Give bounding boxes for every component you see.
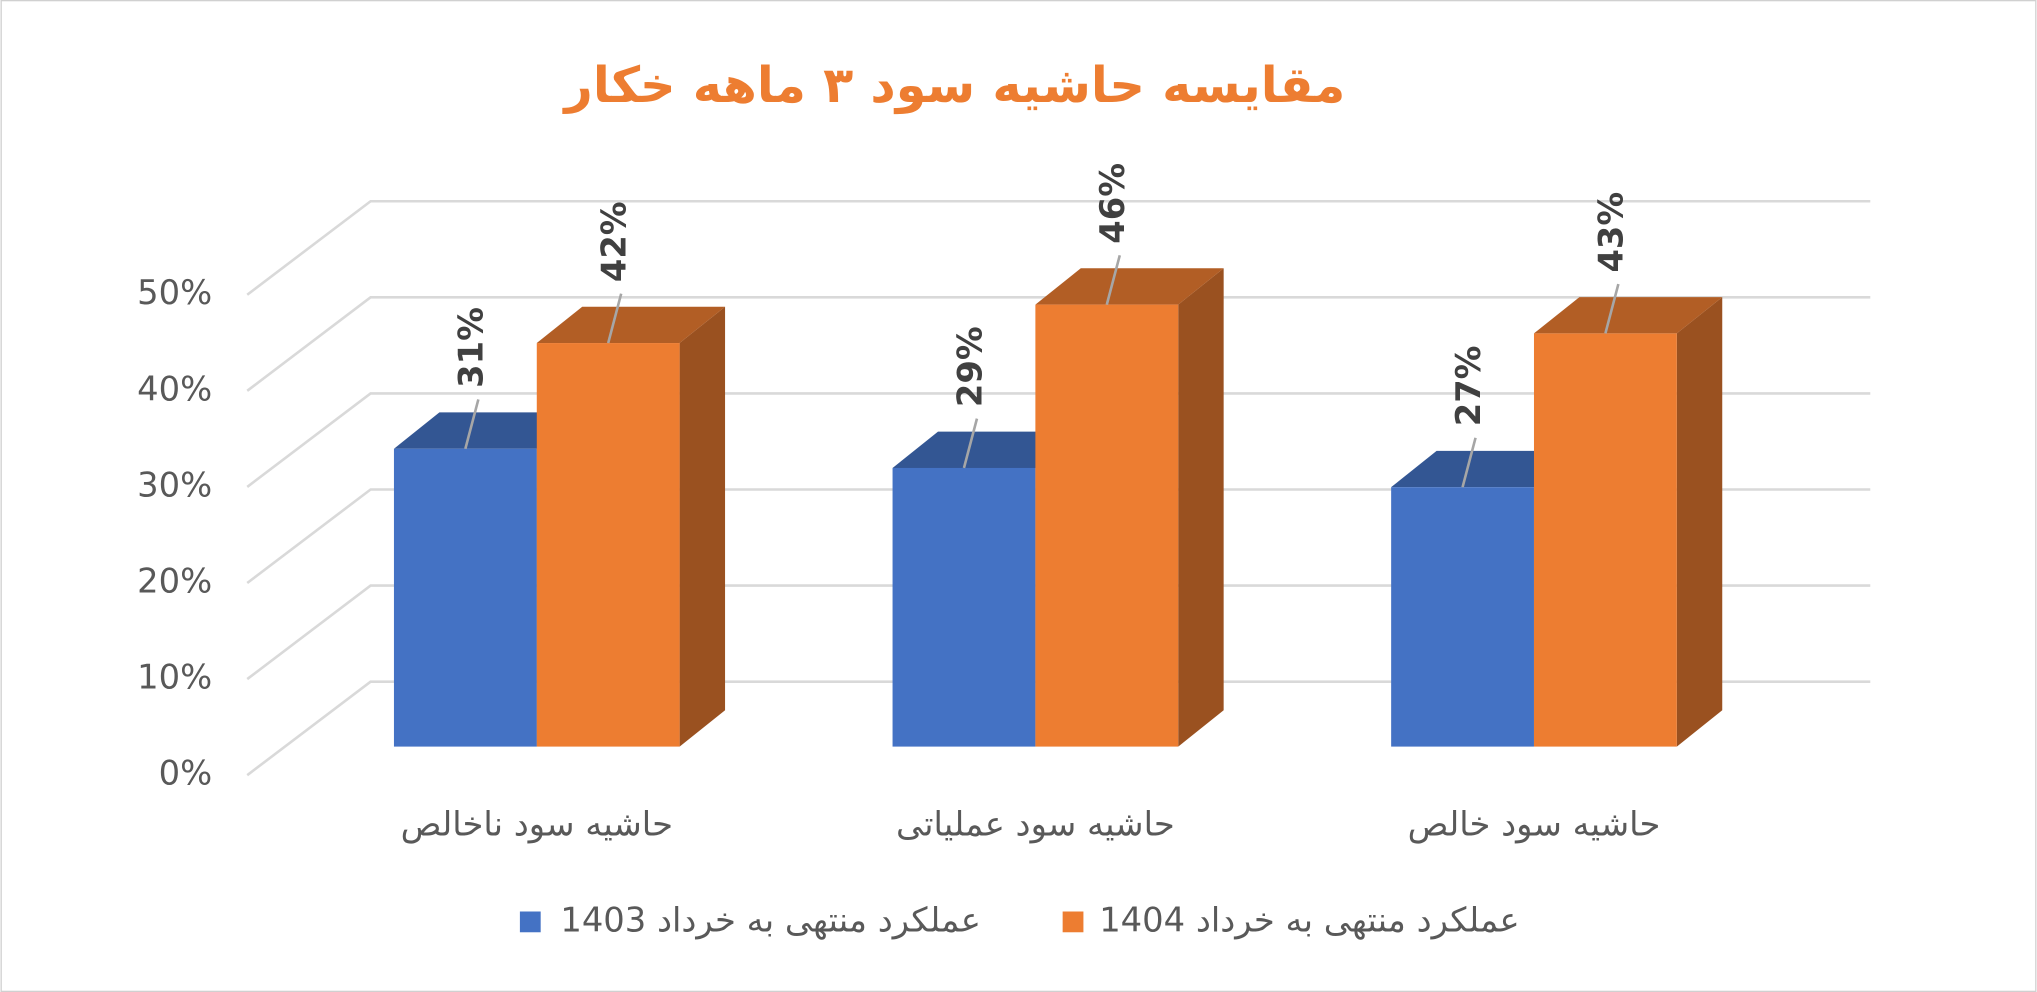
bar (393, 448, 537, 747)
x-tick-label: حاشیه سود خالص (1408, 804, 1661, 844)
legend-swatch (519, 911, 541, 933)
leader-line (1604, 283, 1620, 334)
grid-line (246, 584, 1871, 681)
x-tick-label: حاشیه سود عملیاتی (896, 804, 1175, 844)
y-tick-label: 50% (137, 273, 212, 312)
y-tick-label: 0% (159, 754, 213, 793)
bar-side (679, 306, 726, 747)
value-label: 29% (950, 326, 989, 407)
leader-line (606, 293, 623, 344)
bar-side (1676, 297, 1723, 747)
bar-top (536, 306, 726, 344)
grid-line (246, 680, 1871, 777)
value-label: 43% (1592, 192, 1631, 273)
bar-top (393, 412, 583, 449)
leader-line (1461, 437, 1477, 488)
legend-swatch (1062, 911, 1084, 933)
y-tick-label: 30% (137, 465, 212, 504)
leader-line (464, 399, 480, 450)
grid-line (246, 296, 1871, 392)
y-tick-label: 10% (137, 658, 212, 697)
bar-side (1178, 268, 1224, 747)
y-tick-label: 20% (137, 561, 212, 600)
leader-line (962, 418, 979, 469)
value-label: 27% (1449, 345, 1488, 426)
bar (1391, 487, 1534, 747)
bar (536, 343, 680, 747)
leader-line (1105, 254, 1122, 305)
value-label: 31% (452, 307, 491, 388)
bar-top (1035, 268, 1224, 305)
value-label: 46% (1093, 163, 1132, 244)
x-tick-label: حاشیه سود ناخالص (401, 804, 673, 844)
value-label: 42% (594, 201, 633, 282)
grid-line (246, 392, 1871, 488)
y-tick-label: 40% (137, 369, 212, 408)
bar-top (1391, 450, 1580, 488)
bar-top (1533, 297, 1723, 334)
bar (1035, 304, 1179, 747)
bar (1533, 333, 1677, 747)
bar (892, 467, 1036, 747)
legend-label: عملکرد منتهی به خرداد 1404 (1099, 900, 1519, 940)
bar-top (892, 431, 1081, 468)
legend-label: عملکرد منتهی به خرداد 1403 (560, 900, 980, 940)
grid-line (246, 199, 1871, 296)
grid-line (246, 488, 1871, 585)
chart-title: مقایسه حاشیه سود ۳ ماهه خکار (561, 56, 1345, 115)
